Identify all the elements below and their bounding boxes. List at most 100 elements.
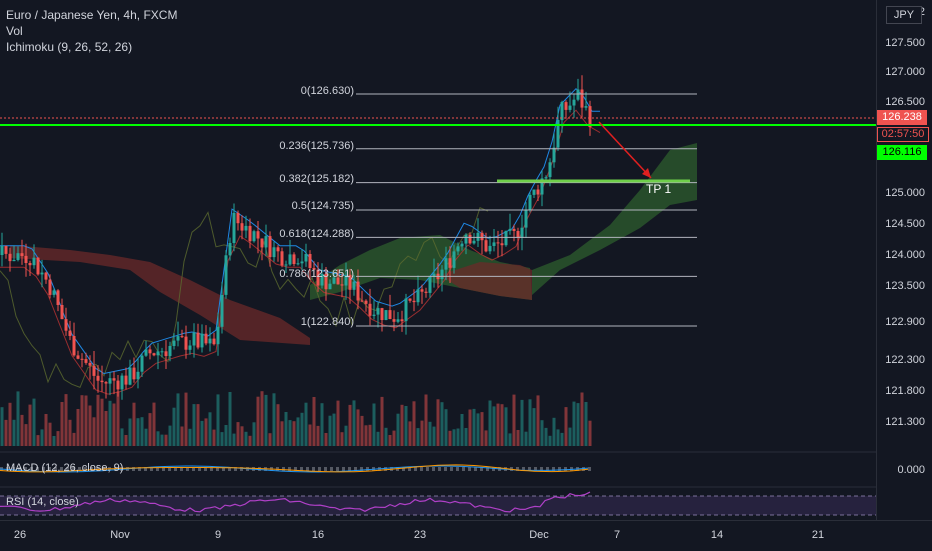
candle-body [384,310,388,320]
volume-bar [452,429,456,446]
volume-bar [392,430,396,446]
candle-body [548,162,552,178]
volume-indicator-label[interactable]: Vol [6,24,23,38]
candle-body [176,336,180,341]
rsi-line [0,491,591,513]
candle-body [244,225,248,231]
volume-bar [236,422,240,446]
projection-arrow[interactable] [598,121,652,179]
volume-bar [344,425,348,446]
volume-bar [360,415,364,446]
candle-body [320,273,324,286]
volume-bar [176,393,180,446]
candle-body [352,281,356,290]
volume-bar [168,425,172,446]
candle-body [344,274,348,286]
candle-body [400,319,404,322]
volume-bar [336,400,340,446]
currency-button[interactable]: JPY [886,6,922,24]
macd-histogram-bar [558,467,561,471]
macd-histogram-bar [222,467,225,471]
macd-histogram-bar [324,467,327,471]
candle-body [0,245,4,255]
candle-body [316,269,320,286]
volume-bar [148,413,152,446]
volume-bar [472,408,476,446]
macd-histogram-bar [30,467,33,471]
price-tick: 121.800 [885,385,925,397]
candle-body [256,231,260,239]
price-axis[interactable]: 12 127.500 127.000 126.500 125.000 124.5… [876,0,932,520]
candlesticks [0,75,592,400]
volume-bar [416,428,420,446]
macd-histogram-bar [54,467,57,471]
time-axis[interactable]: 26 Nov 9 16 23 Dec 7 14 21 [0,520,932,551]
volume-bar [396,413,400,446]
candle-body [44,272,48,280]
volume-bar [180,426,184,446]
volume-bar [224,425,228,446]
macd-histogram-bar [84,467,87,471]
macd-histogram-bar [450,467,453,471]
candle-body [288,254,292,265]
tp1-label[interactable]: TP 1 [646,182,672,196]
macd-histogram-bar [72,467,75,471]
candle-body [32,257,36,266]
macd-histogram-bar [474,467,477,471]
volume-bar [128,418,132,446]
candle-body [444,258,448,270]
volume-bar [72,432,76,446]
candle-body [368,303,372,316]
macd-histogram-bar [198,467,201,471]
volume-bar [160,434,164,446]
candle-body [204,333,208,344]
volume-bar [424,394,428,446]
candle-body [116,380,120,390]
volume-bar [48,422,52,446]
volume-bar [512,394,516,446]
chikou-span-line [0,207,489,389]
macd-histogram-bar [36,467,39,471]
price-tick: 124.500 [885,218,925,230]
macd-histogram-bar [18,467,21,471]
price-chart[interactable] [0,0,876,520]
candle-body [36,257,40,275]
candle-body [184,336,188,350]
macd-histogram-bar [432,467,435,471]
candle-body [152,353,156,356]
macd-histogram-bar [78,467,81,471]
macd-label[interactable]: MACD (12, 26, close, 9) [6,462,124,474]
candle-body [24,255,28,263]
candle-body [60,305,64,320]
candle-body [544,177,548,179]
symbol-title[interactable]: Euro / Japanese Yen, 4h, FXCM [6,8,178,22]
candle-body [224,255,228,295]
macd-histogram-bar [588,467,591,471]
tenkan-sen-line [0,87,600,375]
macd-histogram-bar [234,467,237,471]
macd-histogram-bar [282,467,285,471]
macd-histogram-bar [210,467,213,471]
rsi-label[interactable]: RSI (14, close) [6,496,79,508]
fib-label-0382: 0.382(125.182) [279,173,354,185]
macd-histogram-bar [426,467,429,471]
candle-body [476,232,480,241]
candle-body [52,290,56,295]
volume-bar [372,403,376,446]
ichimoku-indicator-label[interactable]: Ichimoku (9, 26, 52, 26) [6,40,133,54]
volume-bar [456,428,460,446]
volume-bar [492,406,496,446]
volume-bar [220,432,224,446]
candle-body [584,106,588,108]
macd-histogram-bar [420,467,423,471]
candle-body [404,298,408,322]
candle-body [108,378,112,384]
fibonacci-retracement[interactable] [356,93,697,327]
volume-bar [528,399,532,446]
macd-histogram-bar [516,467,519,471]
candle-body [48,279,52,295]
volume-bar [232,433,236,446]
time-tick: 7 [613,529,621,541]
candle-body [448,258,452,268]
volume-bar [248,435,252,446]
